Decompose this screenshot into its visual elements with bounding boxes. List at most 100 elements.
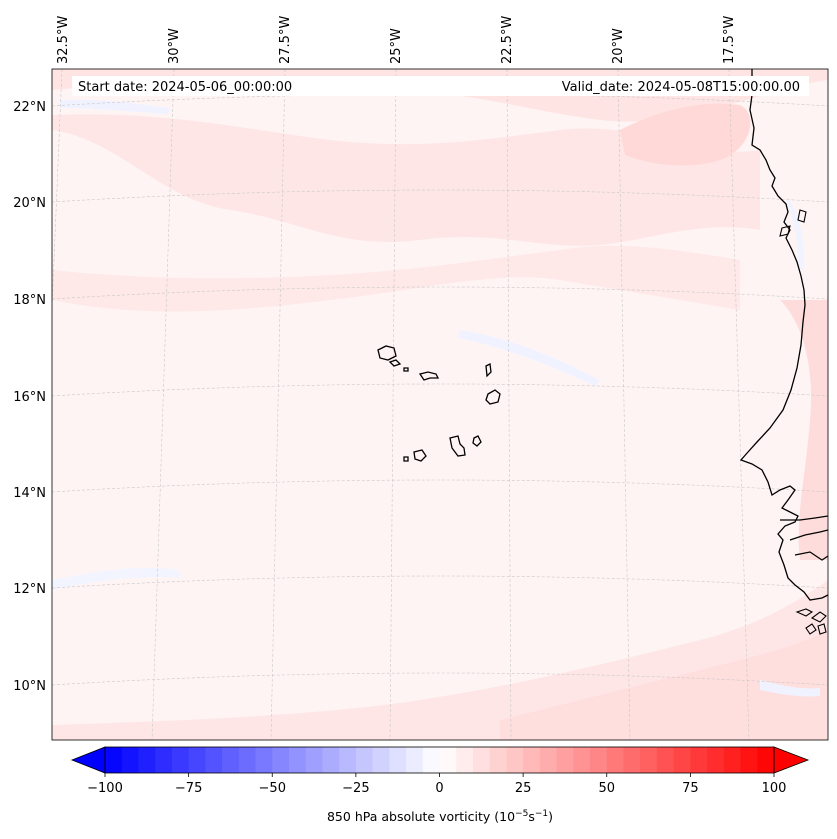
colorbar-segment: [372, 747, 390, 773]
lat-label-18n: 18°N: [13, 293, 46, 308]
colorbar-segment: [155, 747, 173, 773]
colorbar-segment: [138, 747, 156, 773]
colorbar-segment: [255, 747, 273, 773]
lat-label-16n: 16°N: [13, 390, 46, 405]
colorbar-segment: [222, 747, 240, 773]
colorbar-segment: [238, 747, 256, 773]
colorbar-tick-label: 0: [435, 781, 443, 796]
lat-label-20n: 20°N: [13, 196, 46, 211]
colorbar-label: 850 hPa absolute vorticity (10−5s−1): [327, 809, 553, 824]
colorbar-segment: [422, 747, 440, 773]
colorbar-segment: [656, 747, 675, 773]
lon-label-25w: 25°W: [389, 28, 404, 64]
colorbar-segment: [539, 747, 557, 773]
vorticity-negative-streak-2: [458, 330, 600, 386]
meridian-17-5w: [728, 69, 750, 740]
colorbar-tick-label: 100: [762, 781, 787, 796]
colorbar-segment: [590, 747, 608, 773]
colorbar-segment: [489, 747, 507, 773]
colorbar-segment: [389, 747, 407, 773]
lat-label-14n: 14°N: [13, 486, 46, 501]
lon-label-20w: 20°W: [611, 28, 626, 64]
lat-label-12n: 12°N: [13, 582, 46, 597]
meridian-32-5w: [52, 69, 63, 316]
vorticity-negative-streak-4: [760, 680, 820, 697]
colorbar-segment: [623, 747, 641, 773]
colorbar-segment: [272, 747, 290, 773]
lon-label-22-5w: 22.5°W: [500, 16, 515, 64]
colorbar-segment: [707, 747, 725, 773]
colorbar-segment: [757, 747, 775, 773]
lon-label-27-5w: 27.5°W: [278, 16, 293, 64]
parallel-20n: [52, 189, 828, 203]
vorticity-patch-northeast: [620, 103, 751, 166]
colorbar-segment: [640, 747, 658, 773]
date-info-box: [72, 76, 809, 96]
colorbar-ticks: −100 −75 −50 −25 0 25 50 75 100: [87, 773, 786, 796]
island-sal: [485, 363, 492, 378]
colorbar-segments: [105, 747, 775, 773]
vorticity-negative-streak-5: [786, 200, 805, 270]
colorbar-segment: [305, 747, 323, 773]
colorbar-segment: [105, 747, 123, 773]
vorticity-band-north-2: [52, 114, 760, 246]
meridian-22-5w: [506, 69, 512, 740]
colorbar-tick-label: −50: [259, 781, 286, 796]
colorbar-tick-label: −25: [342, 781, 369, 796]
lon-label-32-5w: 32.5°W: [56, 16, 71, 64]
meridian-27-5w: [270, 69, 286, 740]
lat-label-10n: 10°N: [13, 679, 46, 694]
map-panel: Start date: 2024-05-06_00:00:00 Valid_da…: [52, 69, 828, 740]
bijagos-islands: [795, 608, 827, 635]
colorbar-tick-label: 25: [515, 781, 532, 796]
parallel-16n: [52, 383, 828, 397]
africa-coastline: [739, 69, 828, 601]
colorbar-segment: [740, 747, 758, 773]
valid-date-label: Valid_date: 2024-05-08T15:00:00.00: [562, 80, 800, 95]
colorbar-segment: [339, 747, 357, 773]
colorbar-segment: [723, 747, 741, 773]
colorbar-segment: [188, 747, 206, 773]
meridian-25w: [389, 69, 397, 740]
colorbar-segment: [322, 747, 340, 773]
island-sao-nicolau: [418, 371, 440, 381]
lon-label-30w: 30°W: [167, 28, 182, 64]
colorbar-segment: [439, 747, 457, 773]
colorbar-segment: [606, 747, 624, 773]
colorbar-segment: [456, 747, 474, 773]
colorbar-segment: [573, 747, 591, 773]
colorbar-extend-max-arrow: [773, 746, 810, 774]
meridian-30w: [151, 69, 175, 740]
island-fogo: [413, 449, 427, 462]
parallel-22n: [52, 93, 828, 107]
start-date-label: Start date: 2024-05-06_00:00:00: [78, 80, 292, 95]
colorbar-segment: [288, 747, 307, 773]
island-boa-vista: [485, 389, 501, 405]
island-maio: [472, 435, 482, 447]
colorbar-extend-min-arrow: [70, 746, 106, 774]
canary-fuerteventura: [779, 209, 807, 237]
lon-label-17-5w: 17.5°W: [722, 16, 737, 64]
vorticity-patch-coastal: [780, 300, 828, 560]
island-sao-vicente: [388, 359, 402, 367]
colorbar-segment: [406, 747, 424, 773]
vorticity-band-mid: [52, 245, 740, 312]
vorticity-band-south-2: [500, 630, 828, 740]
colorbar-segment: [472, 747, 491, 773]
colorbar-segment: [171, 747, 190, 773]
colorbar-segment: [556, 747, 574, 773]
coast-estuary: [780, 515, 828, 561]
colorbar-segment: [690, 747, 708, 773]
island-brava: [403, 456, 409, 462]
colorbar: −100 −75 −50 −25 0 25 50 75 100 850 hPa absolute…: [70, 746, 810, 824]
vorticity-negative-streak-1: [60, 99, 170, 114]
colorbar-tick-label: 50: [598, 781, 615, 796]
colorbar-segment: [673, 747, 691, 773]
colorbar-segment: [355, 747, 374, 773]
meridian-20w: [617, 69, 631, 740]
island-santiago: [449, 435, 466, 457]
parallel-14n: [52, 479, 828, 493]
graticule: [52, 69, 828, 740]
map-frame: [51, 68, 829, 741]
colorbar-tick-label: 75: [682, 781, 699, 796]
